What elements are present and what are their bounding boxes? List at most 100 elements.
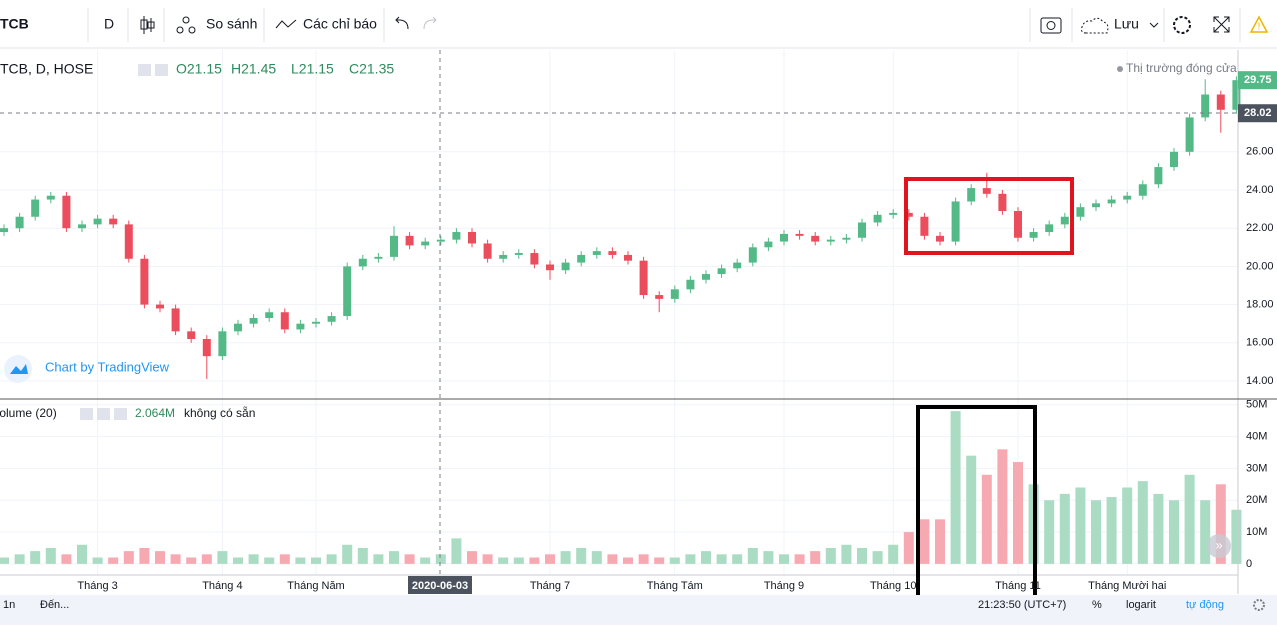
y-tick-label: 24.00 xyxy=(1246,184,1274,196)
fullscreen-icon[interactable] xyxy=(1213,16,1230,33)
branding-link[interactable]: Chart by TradingView xyxy=(45,359,170,374)
candle-body xyxy=(858,222,866,238)
scroll-button[interactable] xyxy=(1207,534,1231,558)
volume-bar xyxy=(716,554,727,564)
volume-bar xyxy=(264,557,275,564)
interval[interactable]: D xyxy=(104,16,114,32)
candle-body xyxy=(421,241,430,246)
warning-mark: ! xyxy=(1258,22,1261,33)
candle-body xyxy=(904,212,913,217)
candle-body xyxy=(702,274,710,280)
percent-toggle[interactable]: % xyxy=(1092,599,1102,611)
log-toggle[interactable]: logarit xyxy=(1126,599,1156,611)
save-button[interactable]: Lưu xyxy=(1114,16,1139,32)
redo-icon[interactable] xyxy=(423,16,437,30)
last-price-label-bg xyxy=(1238,71,1277,90)
volume-eye[interactable] xyxy=(80,408,93,420)
candle-body xyxy=(234,323,242,332)
range-button[interactable]: 1n xyxy=(3,599,15,611)
settings-icon[interactable] xyxy=(1173,16,1191,34)
crosshair-date: 2020-06-03 xyxy=(412,580,468,592)
volume-bar xyxy=(763,551,774,564)
candle-body xyxy=(1060,216,1069,225)
legend-settings[interactable] xyxy=(155,64,168,76)
volume-bar xyxy=(1215,484,1226,564)
candle-body xyxy=(468,232,476,244)
volume-bar xyxy=(1153,493,1164,564)
volume-bar xyxy=(0,557,9,564)
candle-body xyxy=(343,266,352,317)
candle-body xyxy=(1232,80,1241,110)
candle-body xyxy=(1201,94,1210,118)
legend-open: O21.15 xyxy=(176,61,222,77)
candle-body xyxy=(1216,94,1225,110)
warning-icon[interactable] xyxy=(1249,15,1269,33)
candle-body xyxy=(561,262,570,271)
volume-bar xyxy=(841,544,852,564)
candle-body xyxy=(296,323,305,330)
y-tick-label: 20.00 xyxy=(1246,260,1274,272)
volume-bar xyxy=(201,554,212,564)
y-tick-label: 18.00 xyxy=(1246,299,1274,311)
volume-bar xyxy=(935,519,945,564)
candle-body xyxy=(405,235,414,246)
snapshot-icon[interactable] xyxy=(1040,17,1062,34)
candle-body xyxy=(436,239,445,242)
candle-body xyxy=(187,331,196,339)
compare-icon[interactable] xyxy=(176,16,196,34)
candle-body xyxy=(624,254,632,261)
volume-bar xyxy=(186,557,197,564)
volume-bar xyxy=(966,455,977,564)
y-tick-label: 50M xyxy=(1246,399,1267,411)
candle-body xyxy=(1107,199,1116,204)
chart-style-icon[interactable] xyxy=(140,16,155,34)
volume-bar xyxy=(357,547,368,564)
indicators-icon[interactable] xyxy=(275,19,297,29)
volume-bar xyxy=(794,554,805,564)
y-tick-label: 10M xyxy=(1246,526,1267,538)
candle-body xyxy=(358,258,367,267)
candle-body xyxy=(889,212,898,215)
undo-icon[interactable] xyxy=(395,16,409,30)
volume-bar xyxy=(451,538,462,564)
volume-bar xyxy=(233,557,243,564)
volume-bar xyxy=(1200,500,1211,564)
symbol[interactable]: TCB xyxy=(0,16,29,32)
volume-bar xyxy=(654,557,665,564)
candle-body xyxy=(1029,232,1038,238)
legend-eye[interactable] xyxy=(138,64,151,76)
volume-bar xyxy=(217,551,228,564)
candle-body xyxy=(670,289,679,299)
volume-bar xyxy=(857,547,867,564)
volume-bar xyxy=(1013,462,1023,564)
volume-bar xyxy=(435,554,446,564)
candle-body xyxy=(499,254,508,259)
axis-settings[interactable] xyxy=(1253,599,1265,611)
scroll-arrows: » xyxy=(1215,537,1222,552)
bottom-bar xyxy=(0,595,1277,625)
auto-toggle[interactable]: tự động xyxy=(1186,599,1224,611)
compare-button[interactable]: So sánh xyxy=(206,16,257,32)
grid xyxy=(0,50,1238,575)
save-menu-arrow[interactable] xyxy=(1149,22,1159,28)
volume-bar xyxy=(498,557,509,564)
candle-body xyxy=(1123,195,1132,200)
candle-body xyxy=(265,312,274,318)
volume-bar xyxy=(545,554,555,564)
candle-body xyxy=(546,264,554,271)
volume-remove[interactable] xyxy=(114,408,127,420)
clock: 21:23:50 (UTC+7) xyxy=(978,599,1066,611)
cloud-icon[interactable] xyxy=(1081,17,1109,34)
candle-body xyxy=(156,304,164,309)
candle-body xyxy=(62,195,71,229)
candle-body xyxy=(811,235,820,242)
volume-bar xyxy=(482,554,493,564)
x-tick-label: Tháng Năm xyxy=(287,580,344,592)
goto-button[interactable]: Đến... xyxy=(40,599,69,611)
y-tick-label: 0 xyxy=(1246,558,1252,570)
volume-settings[interactable] xyxy=(97,408,110,420)
x-tick-label: Tháng 11 xyxy=(995,580,1041,592)
indicators-button[interactable]: Các chỉ báo xyxy=(303,16,377,32)
candle-body xyxy=(655,295,664,299)
volume-bar xyxy=(732,554,743,564)
